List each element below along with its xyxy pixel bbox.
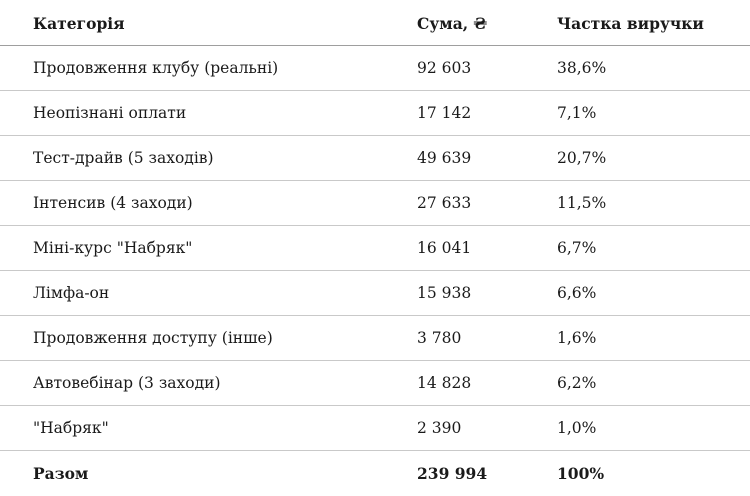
row-category: Неопізнані оплати	[33, 104, 187, 122]
row-category: "Набряк"	[33, 419, 109, 437]
row-amount: 3 780	[417, 329, 462, 347]
table-row: Міні-курс "Набряк" 16 041 6,7%	[0, 226, 750, 271]
row-category: Міні-курс "Набряк"	[33, 239, 193, 257]
row-category: Продовження клубу (реальні)	[33, 59, 279, 77]
total-category: Разом	[33, 464, 89, 483]
row-category: Інтенсив (4 заходи)	[33, 194, 193, 212]
table-row: Неопізнані оплати 17 142 7,1%	[0, 91, 750, 136]
row-share: 20,7%	[557, 149, 607, 167]
row-amount: 16 041	[417, 239, 472, 257]
row-category: Лімфа-он	[33, 284, 110, 302]
header-category: Категорія	[33, 14, 125, 33]
row-share: 7,1%	[557, 104, 597, 122]
row-share: 38,6%	[557, 59, 607, 77]
table-header-row: Категорія Сума, ₴ Частка виручки	[0, 0, 750, 46]
header-amount: Сума, ₴	[417, 14, 488, 33]
table-row: Продовження клубу (реальні) 92 603 38,6%	[0, 46, 750, 91]
row-amount: 27 633	[417, 194, 472, 212]
row-share: 6,6%	[557, 284, 597, 302]
total-share: 100%	[557, 464, 605, 483]
table-row: Лімфа-он 15 938 6,6%	[0, 271, 750, 316]
table-row: Продовження доступу (інше) 3 780 1,6%	[0, 316, 750, 361]
table-row: Автовебінар (3 заходи) 14 828 6,2%	[0, 361, 750, 406]
row-amount: 14 828	[417, 374, 472, 392]
total-amount: 239 994	[417, 464, 488, 483]
row-share: 1,6%	[557, 329, 597, 347]
table-row: Інтенсив (4 заходи) 27 633 11,5%	[0, 181, 750, 226]
table-row: Тест-драйв (5 заходів) 49 639 20,7%	[0, 136, 750, 181]
row-share: 11,5%	[557, 194, 607, 212]
row-amount: 49 639	[417, 149, 472, 167]
table-total-row: Разом 239 994 100%	[0, 451, 750, 496]
row-share: 6,2%	[557, 374, 597, 392]
row-share: 6,7%	[557, 239, 597, 257]
row-amount: 17 142	[417, 104, 472, 122]
row-amount: 2 390	[417, 419, 462, 437]
row-amount: 92 603	[417, 59, 472, 77]
header-share: Частка виручки	[557, 14, 704, 33]
row-share: 1,0%	[557, 419, 597, 437]
row-category: Тест-драйв (5 заходів)	[33, 149, 214, 167]
table-row: "Набряк" 2 390 1,0%	[0, 406, 750, 451]
row-amount: 15 938	[417, 284, 472, 302]
row-category: Продовження доступу (інше)	[33, 329, 273, 347]
row-category: Автовебінар (3 заходи)	[33, 374, 221, 392]
